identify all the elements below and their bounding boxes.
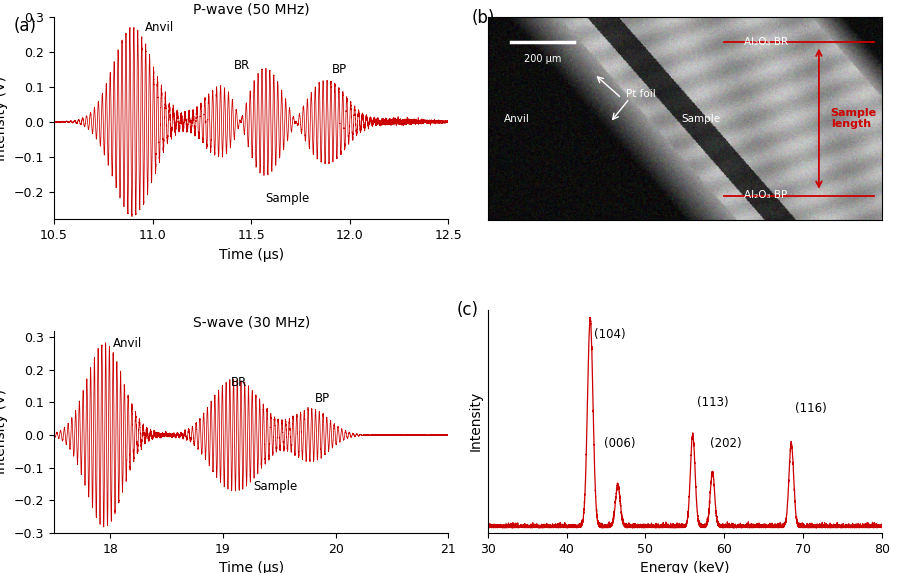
Y-axis label: Intensity: Intensity	[468, 391, 482, 452]
X-axis label: Time (μs): Time (μs)	[219, 248, 284, 262]
Text: Sample: Sample	[265, 192, 310, 205]
Y-axis label: Intensity (V): Intensity (V)	[0, 76, 8, 161]
Text: Sample: Sample	[681, 113, 720, 124]
Text: (113): (113)	[697, 396, 728, 409]
Text: BR: BR	[231, 376, 248, 389]
Text: Anvil: Anvil	[503, 113, 529, 124]
Text: Anvil: Anvil	[145, 21, 174, 34]
Text: Sample: Sample	[254, 481, 298, 493]
Text: Al₂O₃ BR: Al₂O₃ BR	[744, 37, 788, 48]
Text: Sample
length: Sample length	[831, 108, 877, 129]
Text: (202): (202)	[710, 437, 742, 450]
Title: P-wave (50 MHz): P-wave (50 MHz)	[193, 2, 310, 16]
X-axis label: Time (μs): Time (μs)	[219, 561, 284, 573]
Text: BP: BP	[315, 393, 330, 406]
Text: (006): (006)	[605, 437, 636, 450]
Text: Anvil: Anvil	[112, 337, 142, 350]
Text: (116): (116)	[796, 402, 827, 415]
Y-axis label: Intensity (V): Intensity (V)	[0, 389, 8, 474]
Text: 200 μm: 200 μm	[524, 54, 562, 64]
Text: (a): (a)	[14, 17, 37, 35]
Text: (c): (c)	[456, 301, 478, 319]
Text: BP: BP	[332, 63, 347, 76]
Text: (b): (b)	[472, 9, 495, 27]
Text: (104): (104)	[594, 328, 625, 341]
Title: S-wave (30 MHz): S-wave (30 MHz)	[193, 316, 310, 329]
X-axis label: Energy (keV): Energy (keV)	[640, 561, 730, 573]
Text: Pt foil: Pt foil	[626, 89, 655, 99]
Text: BR: BR	[233, 60, 249, 73]
Text: Al₂O₃ BP: Al₂O₃ BP	[744, 190, 788, 200]
